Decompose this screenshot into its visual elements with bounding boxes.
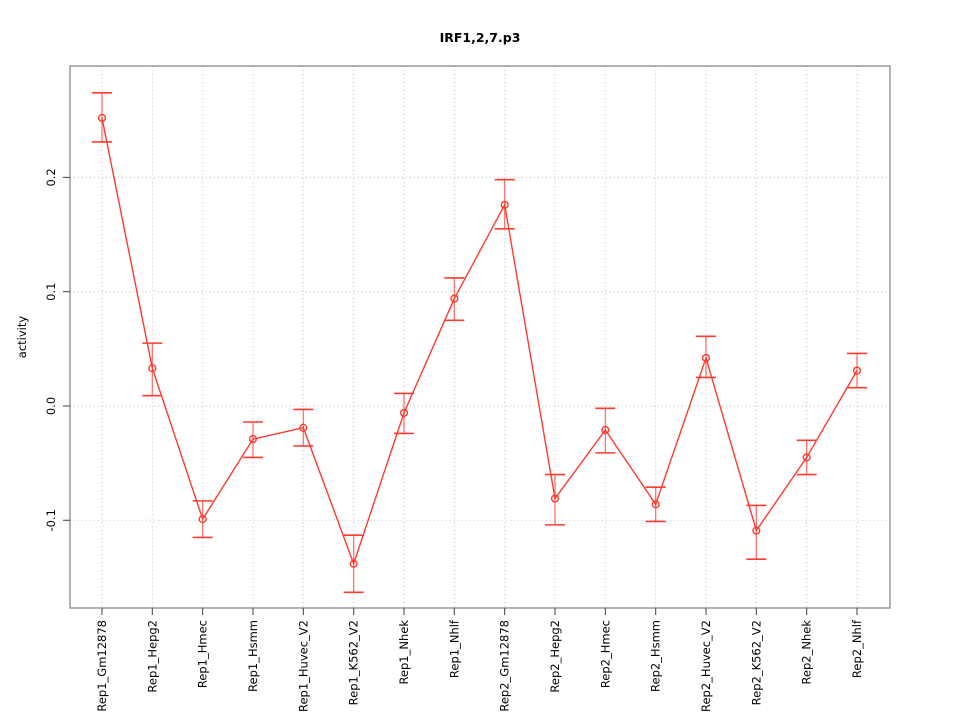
x-axis-tick-label-rep2_nhlf: Rep2_Nhlf bbox=[850, 619, 864, 678]
x-axis-tick-label-rep2_hsmm: Rep2_Hsmm bbox=[649, 620, 663, 692]
x-axis-tick-label-rep2_gm12878: Rep2_Gm12878 bbox=[498, 620, 512, 712]
panel-border bbox=[69, 65, 891, 609]
x-axis-tick-label-rep1_hmec: Rep1_Hmec bbox=[196, 620, 210, 688]
x-axis-tick-label-rep1_huvec_v2: Rep1_Huvec_V2 bbox=[296, 620, 310, 712]
data-point bbox=[802, 453, 811, 462]
x-axis-tick-label-rep2_nhek: Rep2_Nhek bbox=[800, 620, 814, 685]
x-axis-tick-label-rep1_k562_v2: Rep1_K562_V2 bbox=[347, 620, 361, 705]
x-axis-tick-label-rep1_nhek: Rep1_Nhek bbox=[397, 620, 411, 685]
data-point bbox=[500, 200, 509, 209]
series-line bbox=[101, 117, 858, 566]
data-point bbox=[97, 113, 107, 123]
data-point bbox=[399, 408, 409, 417]
x-axis-tick-label-rep2_k562_v2: Rep2_K562_V2 bbox=[749, 620, 763, 705]
y-axis-tick-label: 0.1 bbox=[44, 283, 58, 301]
data-point bbox=[299, 423, 308, 432]
x-axis-tick-label-rep1_hsmm: Rep1_Hsmm bbox=[246, 620, 260, 692]
x-axis-tick-label-rep2_hmec: Rep2_Hmec bbox=[598, 620, 612, 688]
page-title: IRF1,2,7.p3 bbox=[439, 30, 521, 45]
data-point bbox=[198, 515, 207, 524]
data-point bbox=[349, 559, 358, 568]
x-axis-tick-label-rep2_huvec_v2: Rep2_Huvec_V2 bbox=[699, 620, 713, 712]
y-axis-tick-label: 0.2 bbox=[44, 168, 58, 186]
x-axis-tick-label-rep1_hepg2: Rep1_Hepg2 bbox=[145, 620, 159, 693]
y-axis-tick-label: 0.0 bbox=[44, 397, 58, 415]
data-point bbox=[701, 353, 711, 363]
data-point bbox=[248, 435, 258, 444]
data-point bbox=[148, 364, 157, 373]
data-point bbox=[550, 494, 560, 503]
data-point bbox=[651, 500, 660, 509]
data-point bbox=[601, 425, 610, 435]
data-point bbox=[450, 294, 459, 303]
x-axis-tick-label-rep2_hepg2: Rep2_Hepg2 bbox=[548, 620, 562, 693]
data-point bbox=[852, 366, 862, 375]
y-axis-label: activity bbox=[15, 316, 29, 359]
data-point bbox=[752, 526, 761, 535]
y-axis-tick-label: -0.1 bbox=[44, 509, 58, 531]
x-axis-tick-label-rep1_gm12878: Rep1_Gm12878 bbox=[95, 620, 109, 712]
x-axis-tick-label-rep1_nhlf: Rep1_Nhlf bbox=[447, 619, 461, 678]
